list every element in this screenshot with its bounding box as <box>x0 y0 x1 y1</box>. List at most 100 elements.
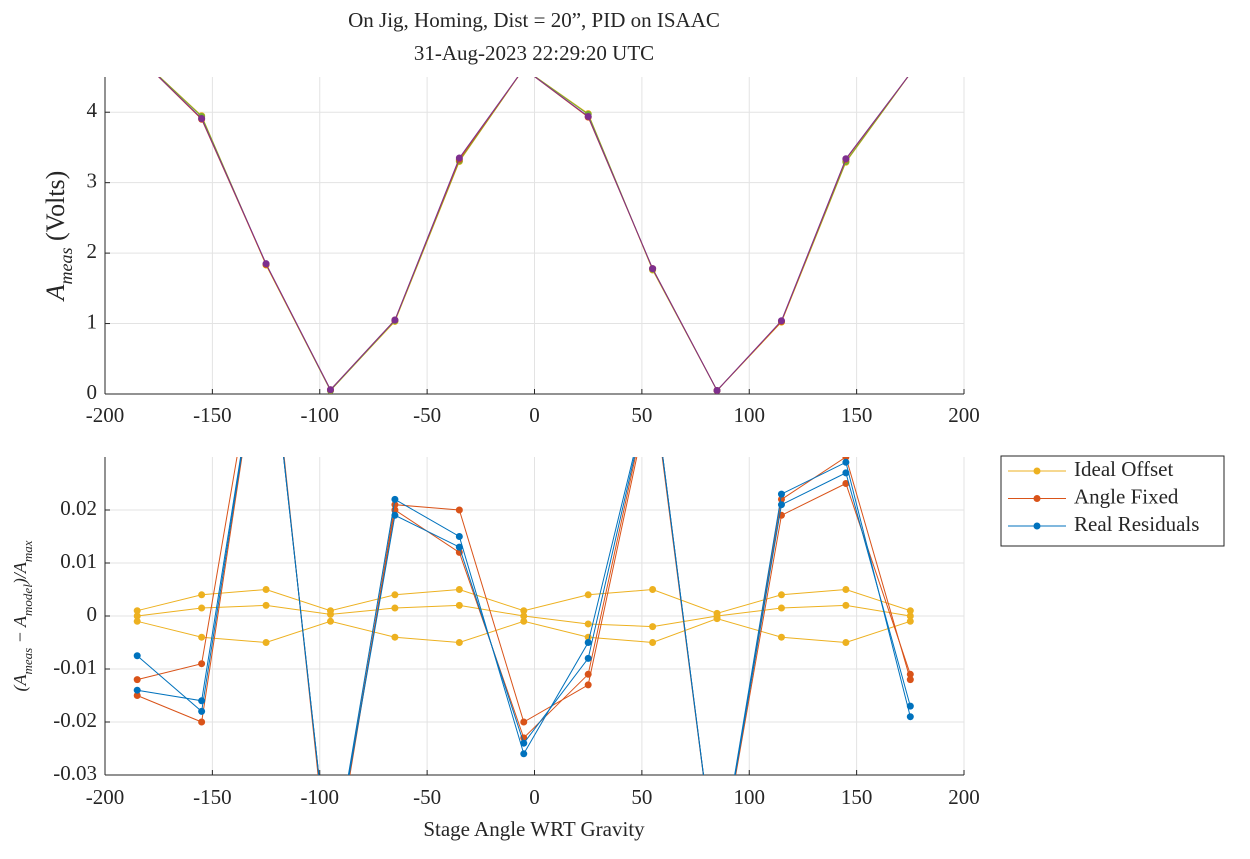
x-tick-label: -100 <box>301 403 340 427</box>
data-point <box>262 260 270 268</box>
data-point <box>133 676 141 684</box>
data-point <box>649 374 656 381</box>
title-line: 31-Aug-2023 22:29:20 UTC <box>414 41 654 65</box>
series-line <box>159 77 909 392</box>
y-tick-label: 0.02 <box>60 496 97 520</box>
data-point <box>263 295 270 302</box>
data-point <box>455 548 463 556</box>
x-tick-label: -200 <box>86 403 125 427</box>
x-tick-label: 0 <box>529 403 540 427</box>
data-point <box>777 633 785 641</box>
data-point <box>520 607 528 615</box>
legend-marker <box>1033 522 1041 530</box>
legend: Ideal Offset Angle Fixed Real Residuals <box>1000 455 1225 547</box>
data-point <box>263 295 270 302</box>
data-point <box>907 70 914 77</box>
y-axis-label: Ameas (Volts) <box>41 171 76 303</box>
y-tick-label: 0 <box>87 602 98 626</box>
data-point <box>842 601 850 609</box>
plot-area <box>134 52 914 394</box>
data-point <box>520 734 528 742</box>
series-line <box>137 457 911 775</box>
data-point <box>455 639 463 646</box>
data-point <box>134 52 141 59</box>
y-tick-label: 2 <box>87 239 98 263</box>
data-point <box>263 284 270 291</box>
x-tick-label: -100 <box>301 785 340 809</box>
data-point <box>391 495 399 503</box>
x-tick-label: 200 <box>948 403 980 427</box>
data-point <box>262 639 270 646</box>
data-point <box>198 115 206 123</box>
data-point <box>520 750 528 758</box>
data-point <box>262 601 270 609</box>
data-point <box>520 612 528 620</box>
data-point <box>649 623 657 631</box>
y-label-part: (Volts) <box>41 171 70 248</box>
y-tick-label: -0.03 <box>53 761 97 785</box>
data-point <box>713 386 721 394</box>
data-point <box>584 639 592 646</box>
y-tick-label: 4 <box>87 98 98 122</box>
data-point <box>777 490 785 498</box>
data-point <box>777 495 785 503</box>
data-point <box>326 610 334 618</box>
data-point <box>133 607 141 615</box>
data-point <box>455 154 463 162</box>
data-point <box>906 713 914 721</box>
data-point <box>133 692 141 699</box>
data-point <box>133 617 141 625</box>
data-point <box>520 65 527 72</box>
data-point <box>842 458 850 466</box>
x-tick-label: 100 <box>734 785 766 809</box>
data-point <box>520 718 528 726</box>
data-point <box>455 506 463 514</box>
data-point <box>391 633 399 641</box>
y-label-part: A <box>41 284 70 302</box>
data-point <box>198 633 206 641</box>
data-point <box>520 617 528 625</box>
y-label-part: model <box>20 584 35 616</box>
y-tick-label: 0 <box>87 380 98 404</box>
x-tick-label: -50 <box>413 785 441 809</box>
data-point <box>133 612 141 620</box>
y-label-part: )/A <box>10 561 31 585</box>
data-point <box>906 607 914 615</box>
data-point <box>907 70 914 77</box>
data-point <box>907 70 914 77</box>
x-tick-label: 50 <box>631 785 652 809</box>
x-tick-label: 150 <box>841 785 873 809</box>
y-label-part: (A <box>10 674 31 692</box>
data-point <box>520 65 527 72</box>
data-point <box>326 386 334 394</box>
y-label-part: meas <box>56 247 76 284</box>
data-point <box>777 591 785 599</box>
data-point <box>133 652 141 660</box>
data-point <box>649 374 656 381</box>
data-point <box>262 586 270 593</box>
x-tick-label: -150 <box>193 785 232 809</box>
data-point <box>455 533 463 540</box>
y-tick-label: -0.01 <box>53 655 97 679</box>
data-point <box>198 660 206 668</box>
data-point <box>198 718 206 726</box>
data-point <box>391 604 399 612</box>
data-point <box>134 52 141 59</box>
data-point <box>455 543 463 551</box>
data-point <box>326 617 334 625</box>
data-point <box>777 317 785 325</box>
x-tick-label: -50 <box>413 403 441 427</box>
data-point <box>133 686 141 694</box>
y-tick-label: 0.01 <box>60 549 97 573</box>
data-point <box>584 620 592 628</box>
x-tick-label: 0 <box>529 785 540 809</box>
data-point <box>906 617 914 625</box>
data-point <box>649 374 656 381</box>
data-point <box>520 65 527 72</box>
data-point <box>907 70 914 77</box>
data-point <box>520 739 528 747</box>
data-point <box>134 52 141 59</box>
series-line <box>157 77 909 392</box>
data-point <box>391 511 399 519</box>
